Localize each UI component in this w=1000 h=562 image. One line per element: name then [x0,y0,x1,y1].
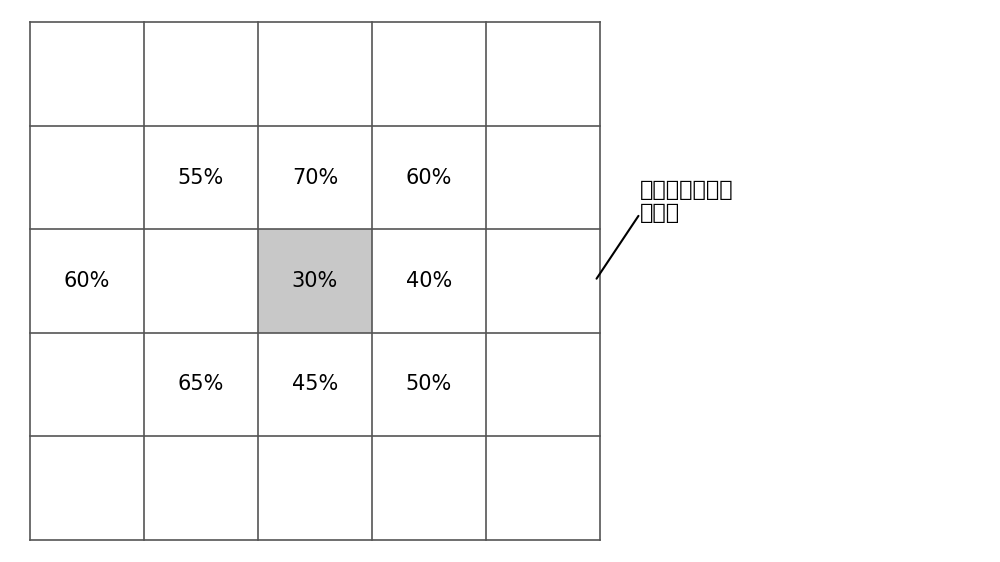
Text: 30%: 30% [292,271,338,291]
Text: 65%: 65% [178,374,224,395]
Bar [258,229,372,333]
Text: 40%: 40% [406,271,452,291]
Text: 60%: 60% [64,271,110,291]
Text: 70%: 70% [292,167,338,188]
Text: 55%: 55% [178,167,224,188]
Text: 50%: 50% [406,374,452,395]
Text: 调整前当前分块
的密度: 调整前当前分块 的密度 [640,180,734,223]
Text: 60%: 60% [406,167,452,188]
Text: 45%: 45% [292,374,338,395]
